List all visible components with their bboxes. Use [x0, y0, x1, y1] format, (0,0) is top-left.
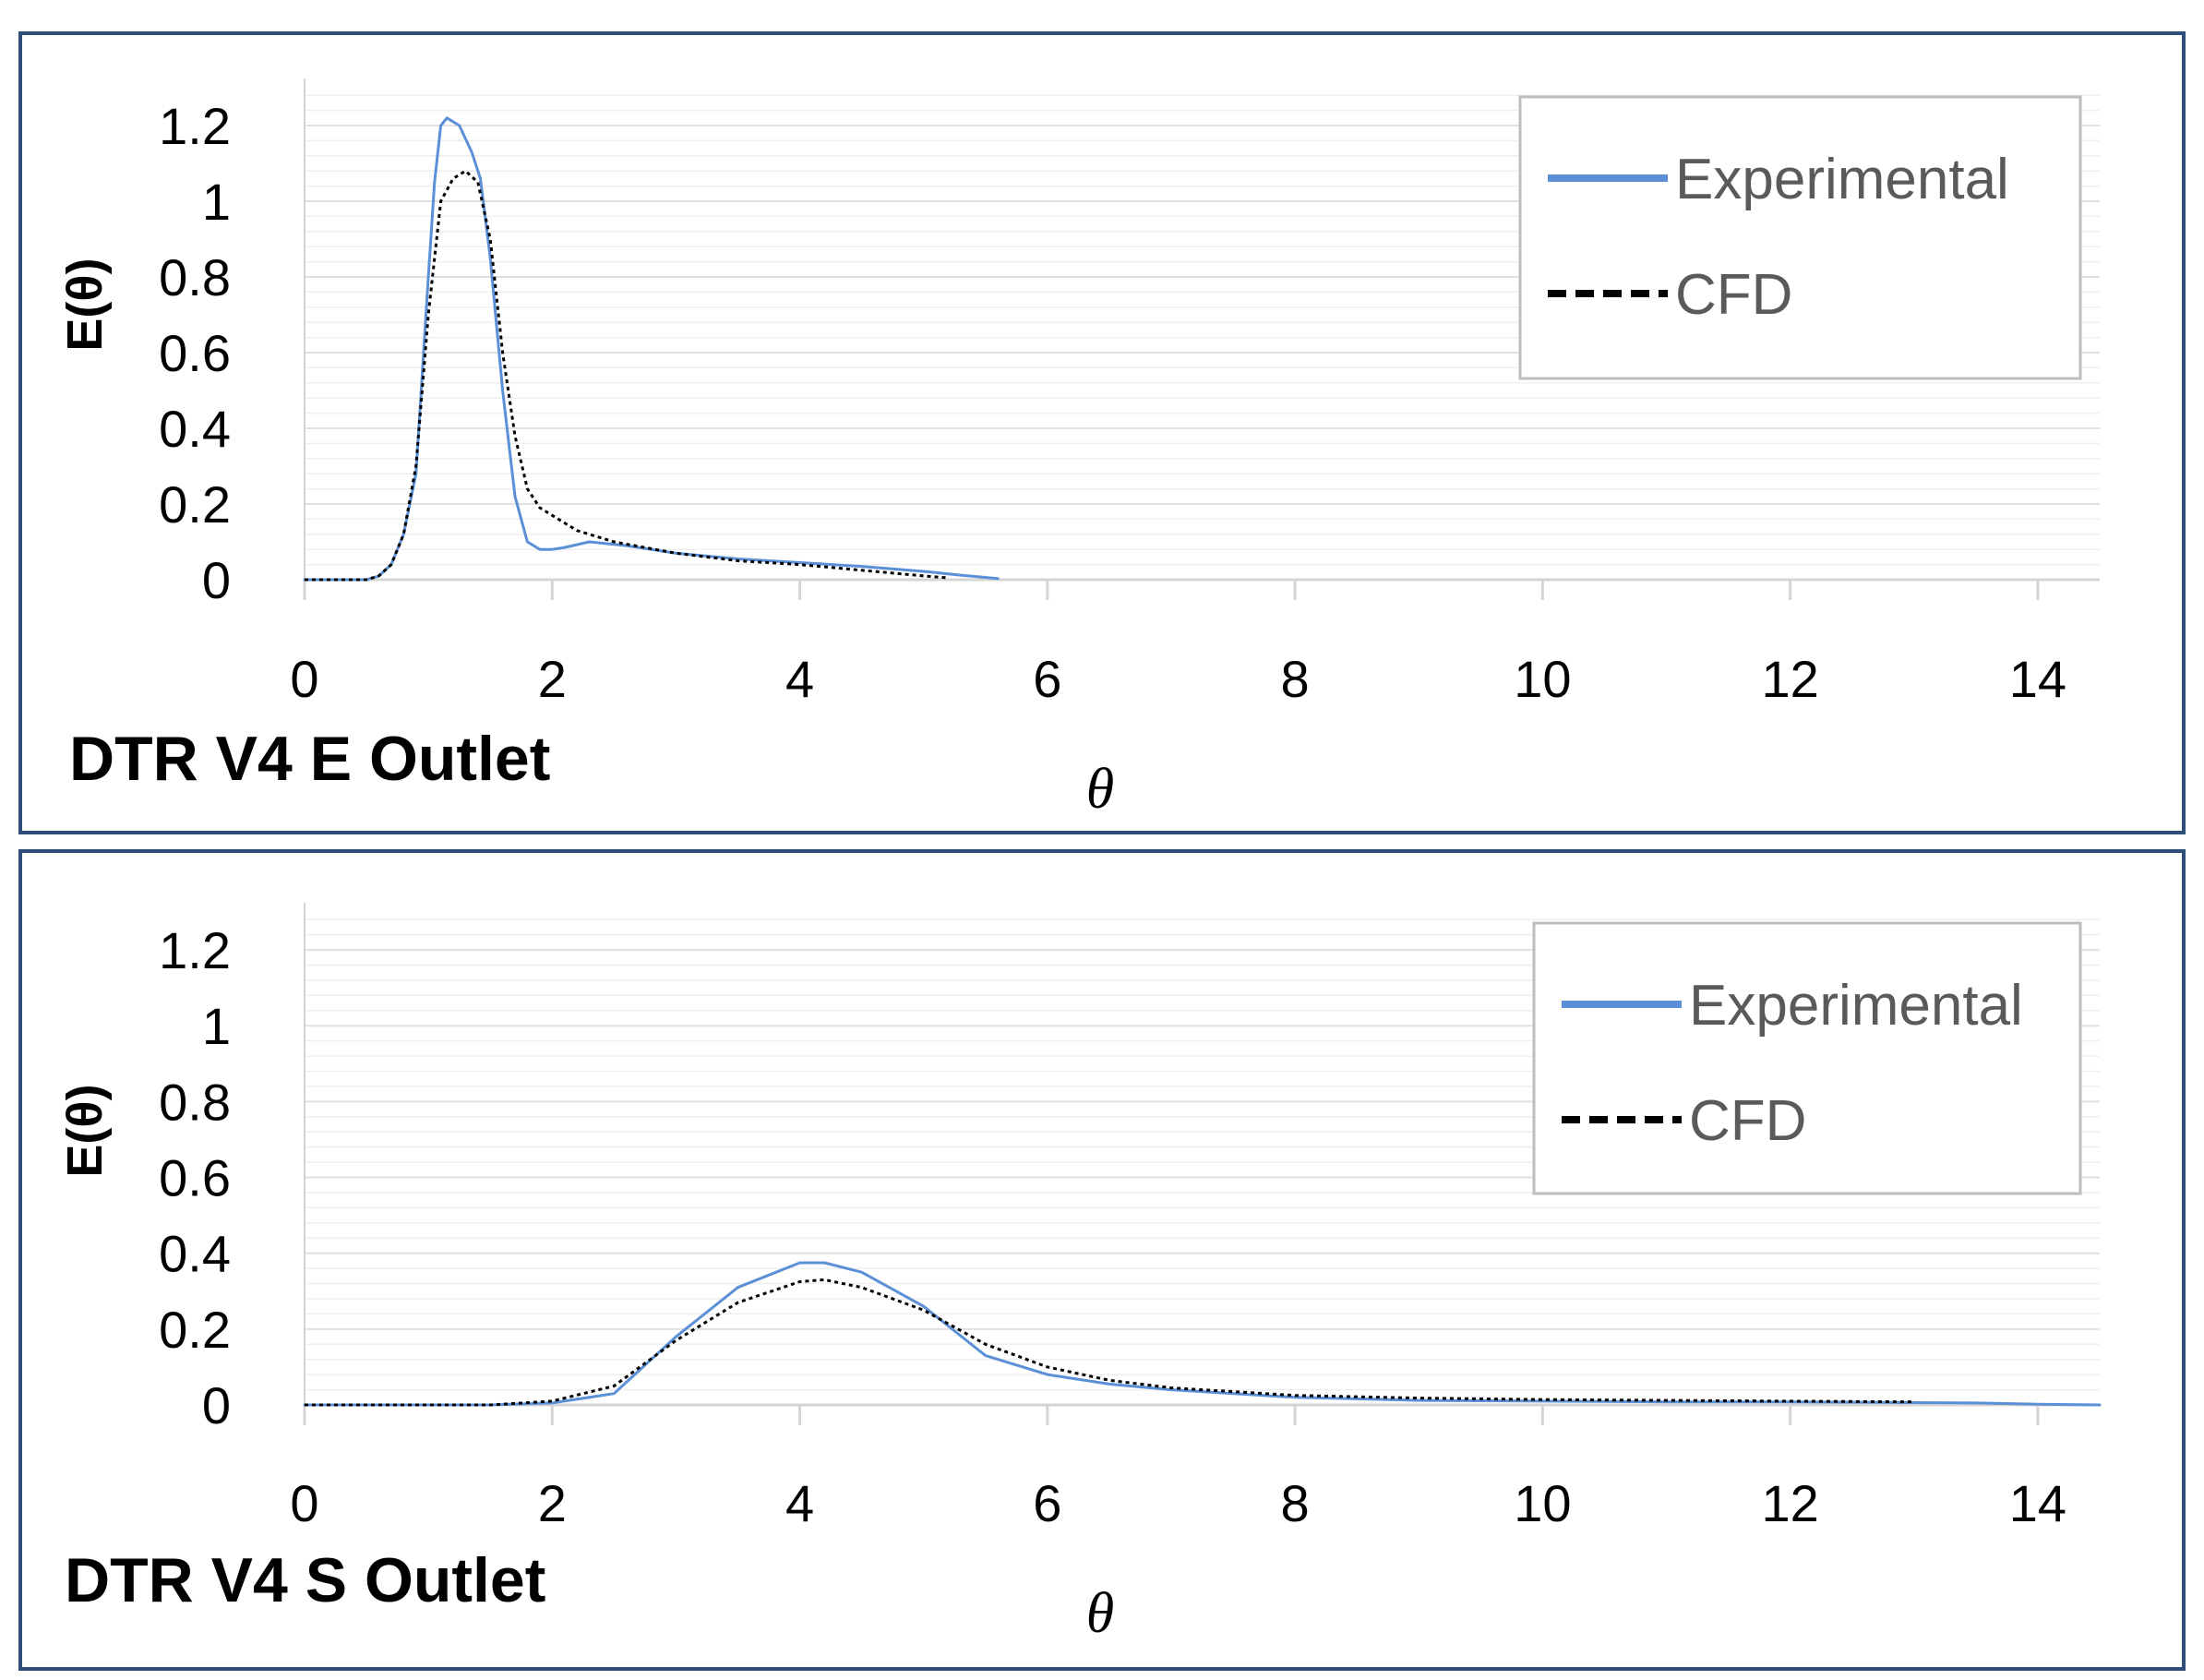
y-tick-label: 0.4 [159, 1225, 231, 1283]
legend-label-experimental: Experimental [1689, 974, 2023, 1038]
x-axis-label: θ [1086, 1582, 1114, 1645]
y-tick-label: 1.2 [159, 921, 231, 979]
series-line-cfd [305, 169, 949, 582]
x-tick-label: 6 [1033, 1474, 1061, 1532]
x-tick-label: 8 [1281, 650, 1310, 708]
x-tick-label: 14 [2009, 1474, 2066, 1532]
legend-label-cfd: CFD [1689, 1089, 1806, 1153]
legend: Experimental CFD [1518, 95, 2082, 380]
x-tick-label: 4 [785, 1474, 814, 1532]
x-tick-label: 2 [538, 1474, 567, 1532]
y-tick-label: 0 [202, 551, 231, 609]
x-tick-label: 10 [1514, 1474, 1571, 1532]
x-tick-label: 12 [1762, 1474, 1819, 1532]
y-axis-label: E(θ) [57, 1084, 113, 1177]
x-tick-label: 2 [538, 650, 567, 708]
x-tick-label: 0 [290, 650, 318, 708]
y-tick-label: 1 [202, 997, 231, 1055]
chart-1: 0 2 4 6 8 10 12 14 0 0.2 0.4 0.6 0.8 1 1.2 E(θ) θ DTR V4 … [18, 31, 2186, 834]
x-tick-label: 12 [1762, 650, 1819, 708]
y-tick-label: 0.2 [159, 1301, 231, 1359]
x-tick-label: 6 [1033, 650, 1061, 708]
chart-2: 0 2 4 6 8 10 12 14 0 0.2 0.4 0.6 0.8 1 1.2 E(θ) θ DTR V4 … [18, 849, 2186, 1671]
x-tick-label: 8 [1281, 1474, 1310, 1532]
y-tick-label: 1.2 [159, 97, 231, 155]
series-line-cfd [305, 1278, 1914, 1407]
x-tick-label: 4 [785, 650, 814, 708]
y-tick-label: 0.8 [159, 1073, 231, 1131]
y-tick-label: 0 [202, 1376, 231, 1434]
y-tick-label: 0.4 [159, 400, 231, 458]
chart-title: DTR V4 S Outlet [65, 1545, 545, 1615]
y-tick-label: 0.6 [159, 324, 231, 382]
legend-label-cfd: CFD [1675, 263, 1792, 327]
legend: Experimental CFD [1532, 921, 2082, 1195]
y-tick-label: 1 [202, 173, 231, 231]
x-axis-label: θ [1086, 758, 1114, 821]
legend-box [1518, 95, 2082, 380]
y-tick-label: 0.6 [159, 1149, 231, 1207]
gridlines [305, 94, 2100, 566]
legend-box [1532, 921, 2082, 1195]
x-tick-label: 14 [2009, 650, 2066, 708]
y-tick-label: 0.8 [159, 248, 231, 306]
x-tick-label: 10 [1514, 650, 1571, 708]
y-tick-label: 0.2 [159, 475, 231, 534]
y-axis-label: E(θ) [57, 258, 113, 351]
chart-title: DTR V4 E Outlet [69, 724, 550, 794]
legend-label-experimental: Experimental [1675, 148, 2009, 211]
x-tick-label: 0 [290, 1474, 318, 1532]
